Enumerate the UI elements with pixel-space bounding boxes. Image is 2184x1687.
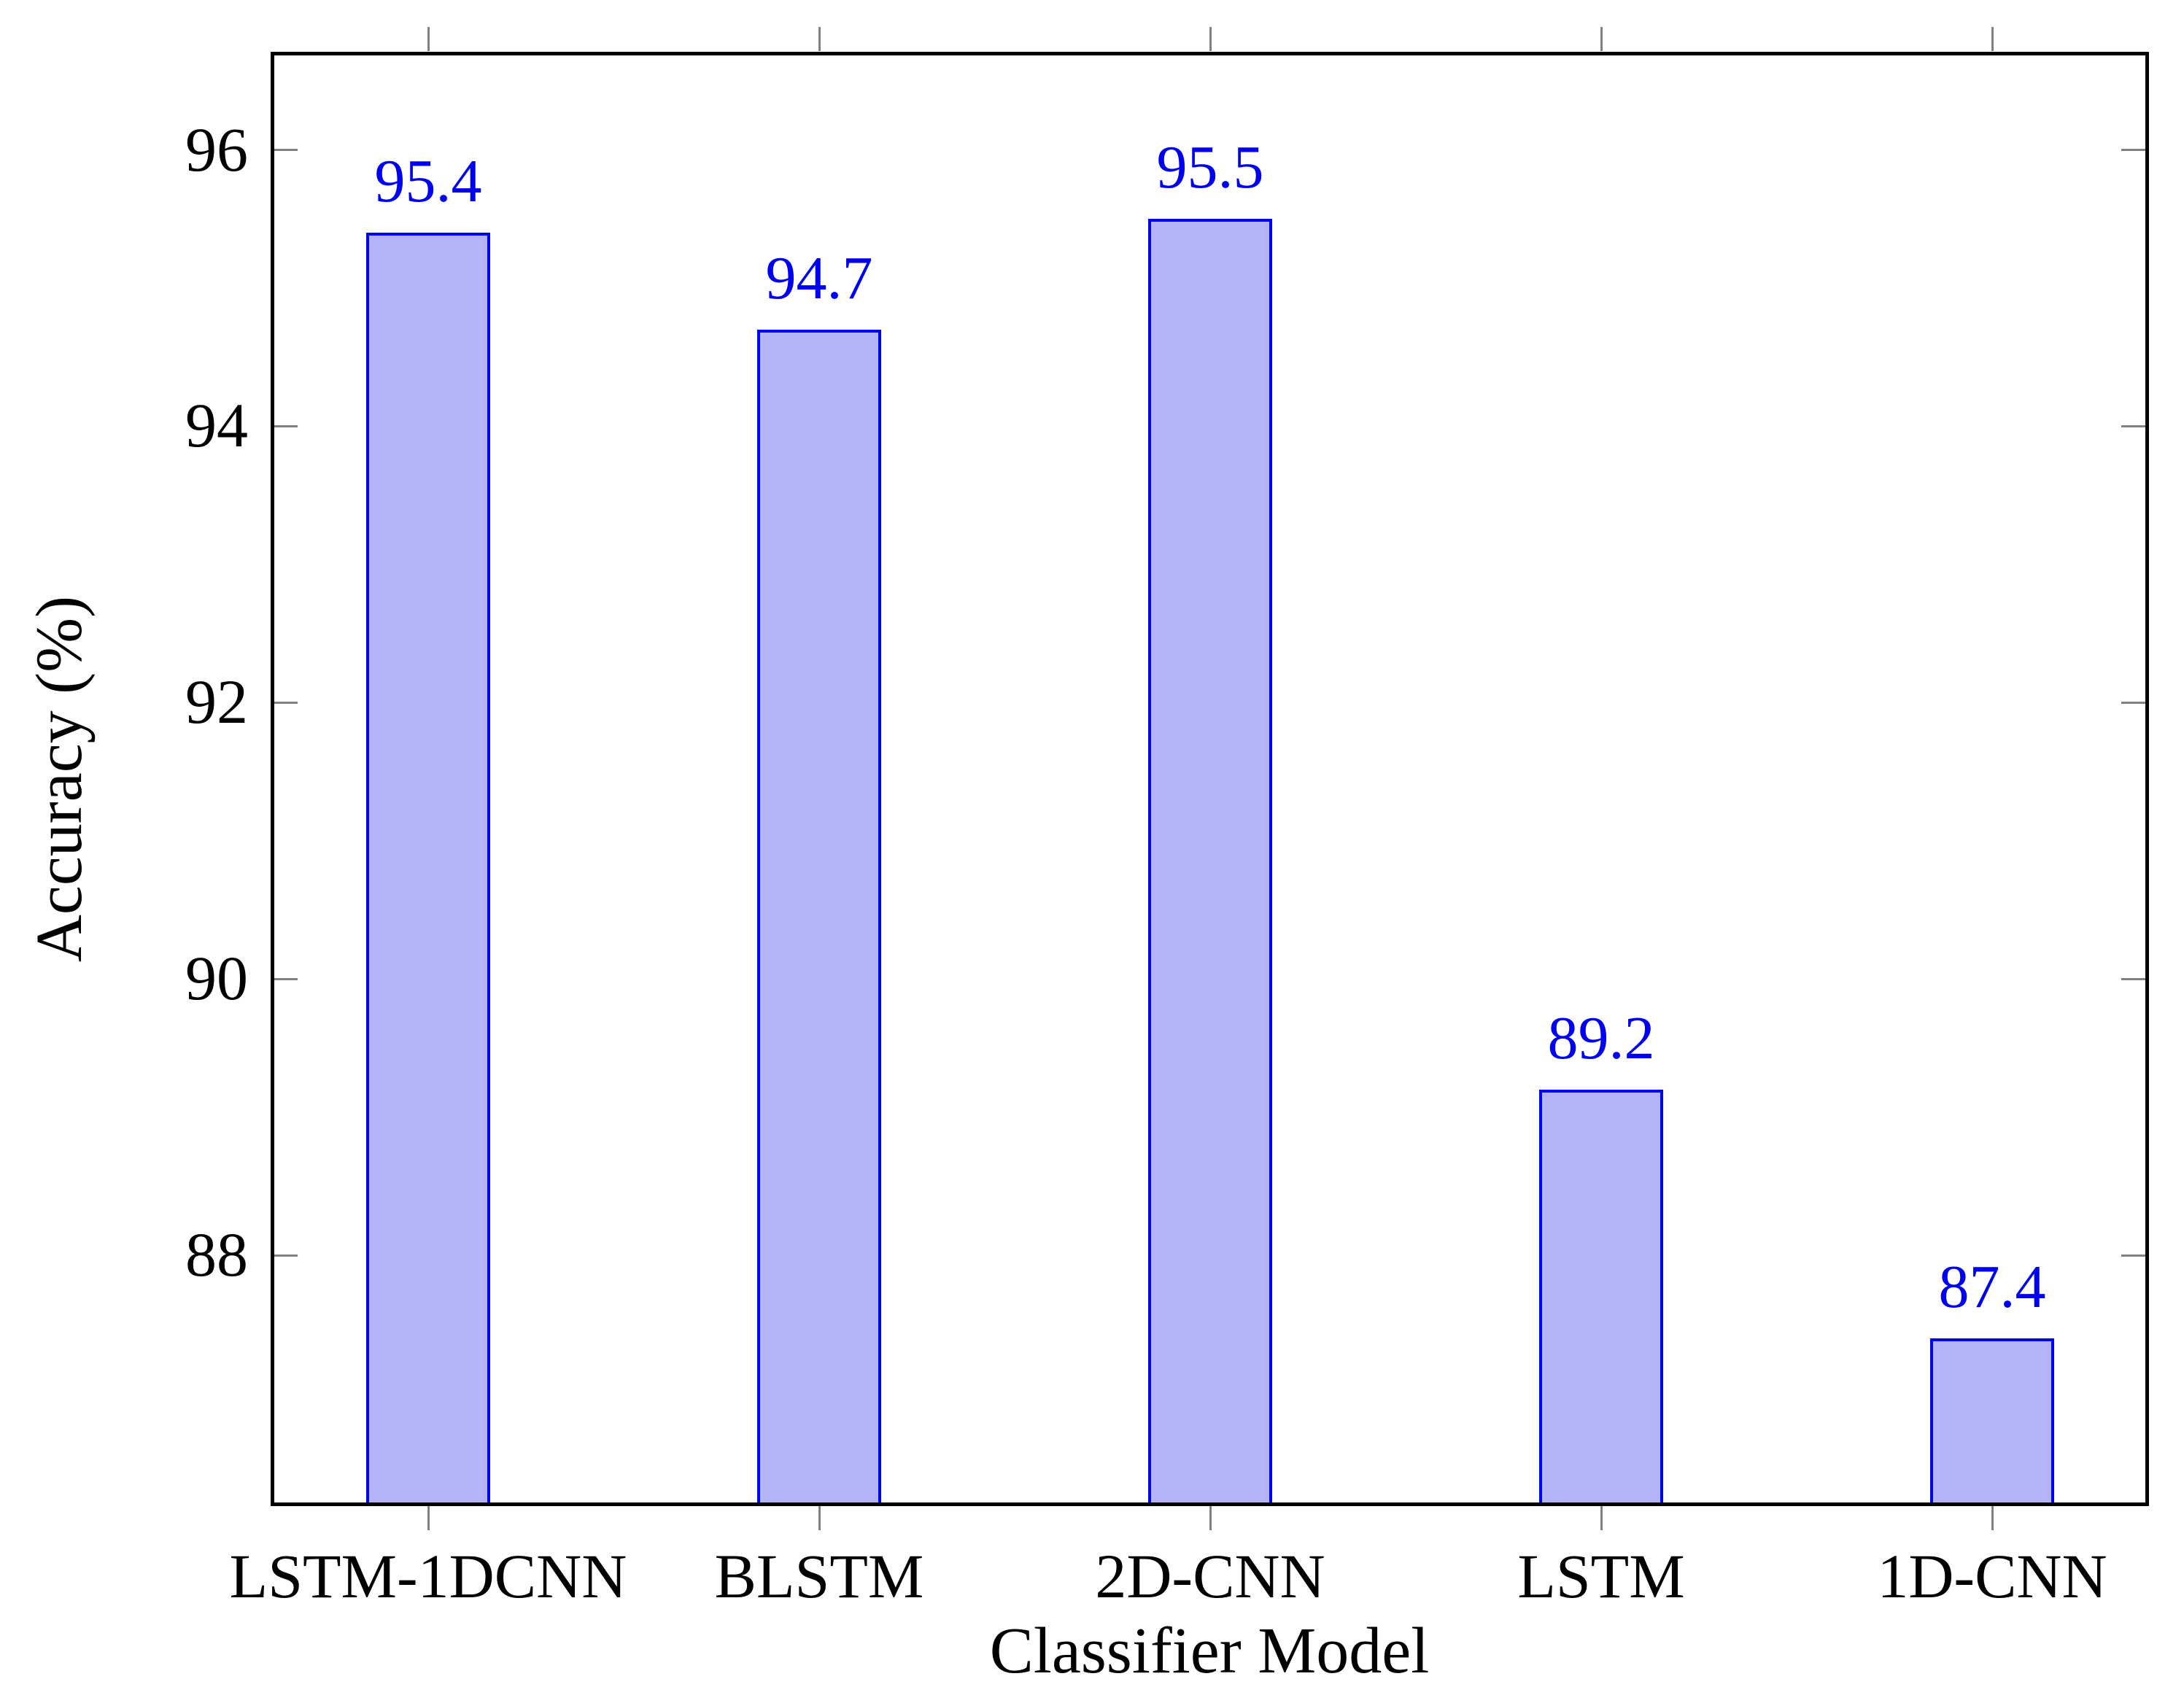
x-tick-bottom (1209, 1506, 1212, 1530)
y-tick-left (274, 977, 298, 980)
y-tick-right (2121, 1254, 2145, 1257)
x-axis-title: Classifier Model (989, 1615, 1430, 1687)
x-tick-label: LSTM-1DCNN (229, 1541, 627, 1611)
y-tick-right (2121, 424, 2145, 427)
x-tick-top (1600, 27, 1603, 51)
bar (1930, 1338, 2054, 1505)
bar-value-label: 94.7 (765, 244, 873, 312)
bar (757, 329, 881, 1505)
x-tick-label: 2D-CNN (1095, 1541, 1325, 1611)
y-tick-left (274, 149, 298, 152)
bar-value-label: 89.2 (1547, 1004, 1655, 1072)
x-tick-top (1209, 27, 1212, 51)
x-tick-top (427, 27, 430, 51)
y-tick-left (274, 424, 298, 427)
bar-value-label: 95.5 (1156, 133, 1264, 202)
x-tick-bottom (1991, 1506, 1994, 1530)
bar (366, 233, 490, 1505)
x-tick-label: BLSTM (714, 1541, 924, 1611)
y-tick-right (2121, 149, 2145, 152)
y-tick-left (274, 1254, 298, 1257)
y-tick-right (2121, 701, 2145, 704)
y-tick-label: 92 (185, 667, 248, 737)
y-tick-left (274, 701, 298, 704)
y-tick-label: 90 (185, 943, 248, 1014)
bar (1148, 219, 1272, 1505)
x-tick-label: 1D-CNN (1877, 1541, 2107, 1611)
y-tick-label: 94 (185, 390, 248, 461)
plot-frame (270, 51, 2149, 1506)
bar (1539, 1089, 1663, 1505)
y-tick-right (2121, 977, 2145, 980)
x-tick-top (1991, 27, 1994, 51)
x-tick-label: LSTM (1517, 1541, 1685, 1611)
x-tick-bottom (818, 1506, 821, 1530)
x-tick-top (818, 27, 821, 51)
x-tick-bottom (1600, 1506, 1603, 1530)
bar-value-label: 95.4 (374, 147, 482, 216)
y-tick-label: 96 (185, 114, 248, 185)
y-tick-label: 88 (185, 1219, 248, 1290)
x-tick-bottom (427, 1506, 430, 1530)
bar-value-label: 87.4 (1938, 1252, 2046, 1321)
